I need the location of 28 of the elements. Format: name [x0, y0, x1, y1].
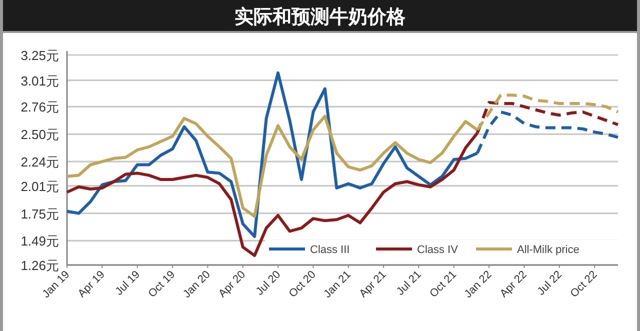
y-tick-label: 1.26元 [20, 258, 59, 273]
x-tick-label: Oct 19 [146, 268, 178, 300]
legend-label: All-Milk price [517, 244, 580, 256]
y-tick-label: 2.76元 [20, 100, 59, 115]
x-tick-label: Jan 20 [180, 268, 213, 300]
x-tick-label: Oct 20 [286, 268, 318, 300]
y-tick-label: 3.01元 [20, 73, 59, 88]
x-tick-label: Jul 20 [254, 268, 284, 298]
x-tick-label: Jan 22 [462, 268, 494, 300]
y-tick-label: 1.75元 [20, 206, 59, 222]
legend-label: Class III [310, 244, 350, 256]
x-tick-label: Apr 21 [357, 268, 389, 300]
y-tick-label: 2.01元 [20, 178, 59, 194]
y-tick-label: 2.24元 [20, 154, 59, 170]
y-tick-label: 3.25元 [20, 48, 59, 63]
x-tick-label: Jul 19 [113, 268, 142, 298]
x-tick-label: Jul 22 [535, 268, 565, 298]
x-tick-label: Apr 22 [498, 268, 530, 300]
x-tick-label: Apr 19 [76, 268, 108, 300]
x-tick-label: Apr 20 [216, 268, 248, 300]
legend-label: Class IV [417, 244, 459, 256]
x-tick-label: Jan 21 [322, 268, 354, 300]
y-tick-label: 2.50元 [20, 127, 59, 142]
x-tick-label: Jul 21 [394, 268, 424, 298]
y-tick-label: 1.49元 [20, 234, 59, 249]
x-tick-label: Oct 21 [428, 268, 459, 300]
title: 实际和预测牛奶价格 [234, 7, 406, 28]
x-tick-label: Oct 22 [568, 268, 600, 300]
